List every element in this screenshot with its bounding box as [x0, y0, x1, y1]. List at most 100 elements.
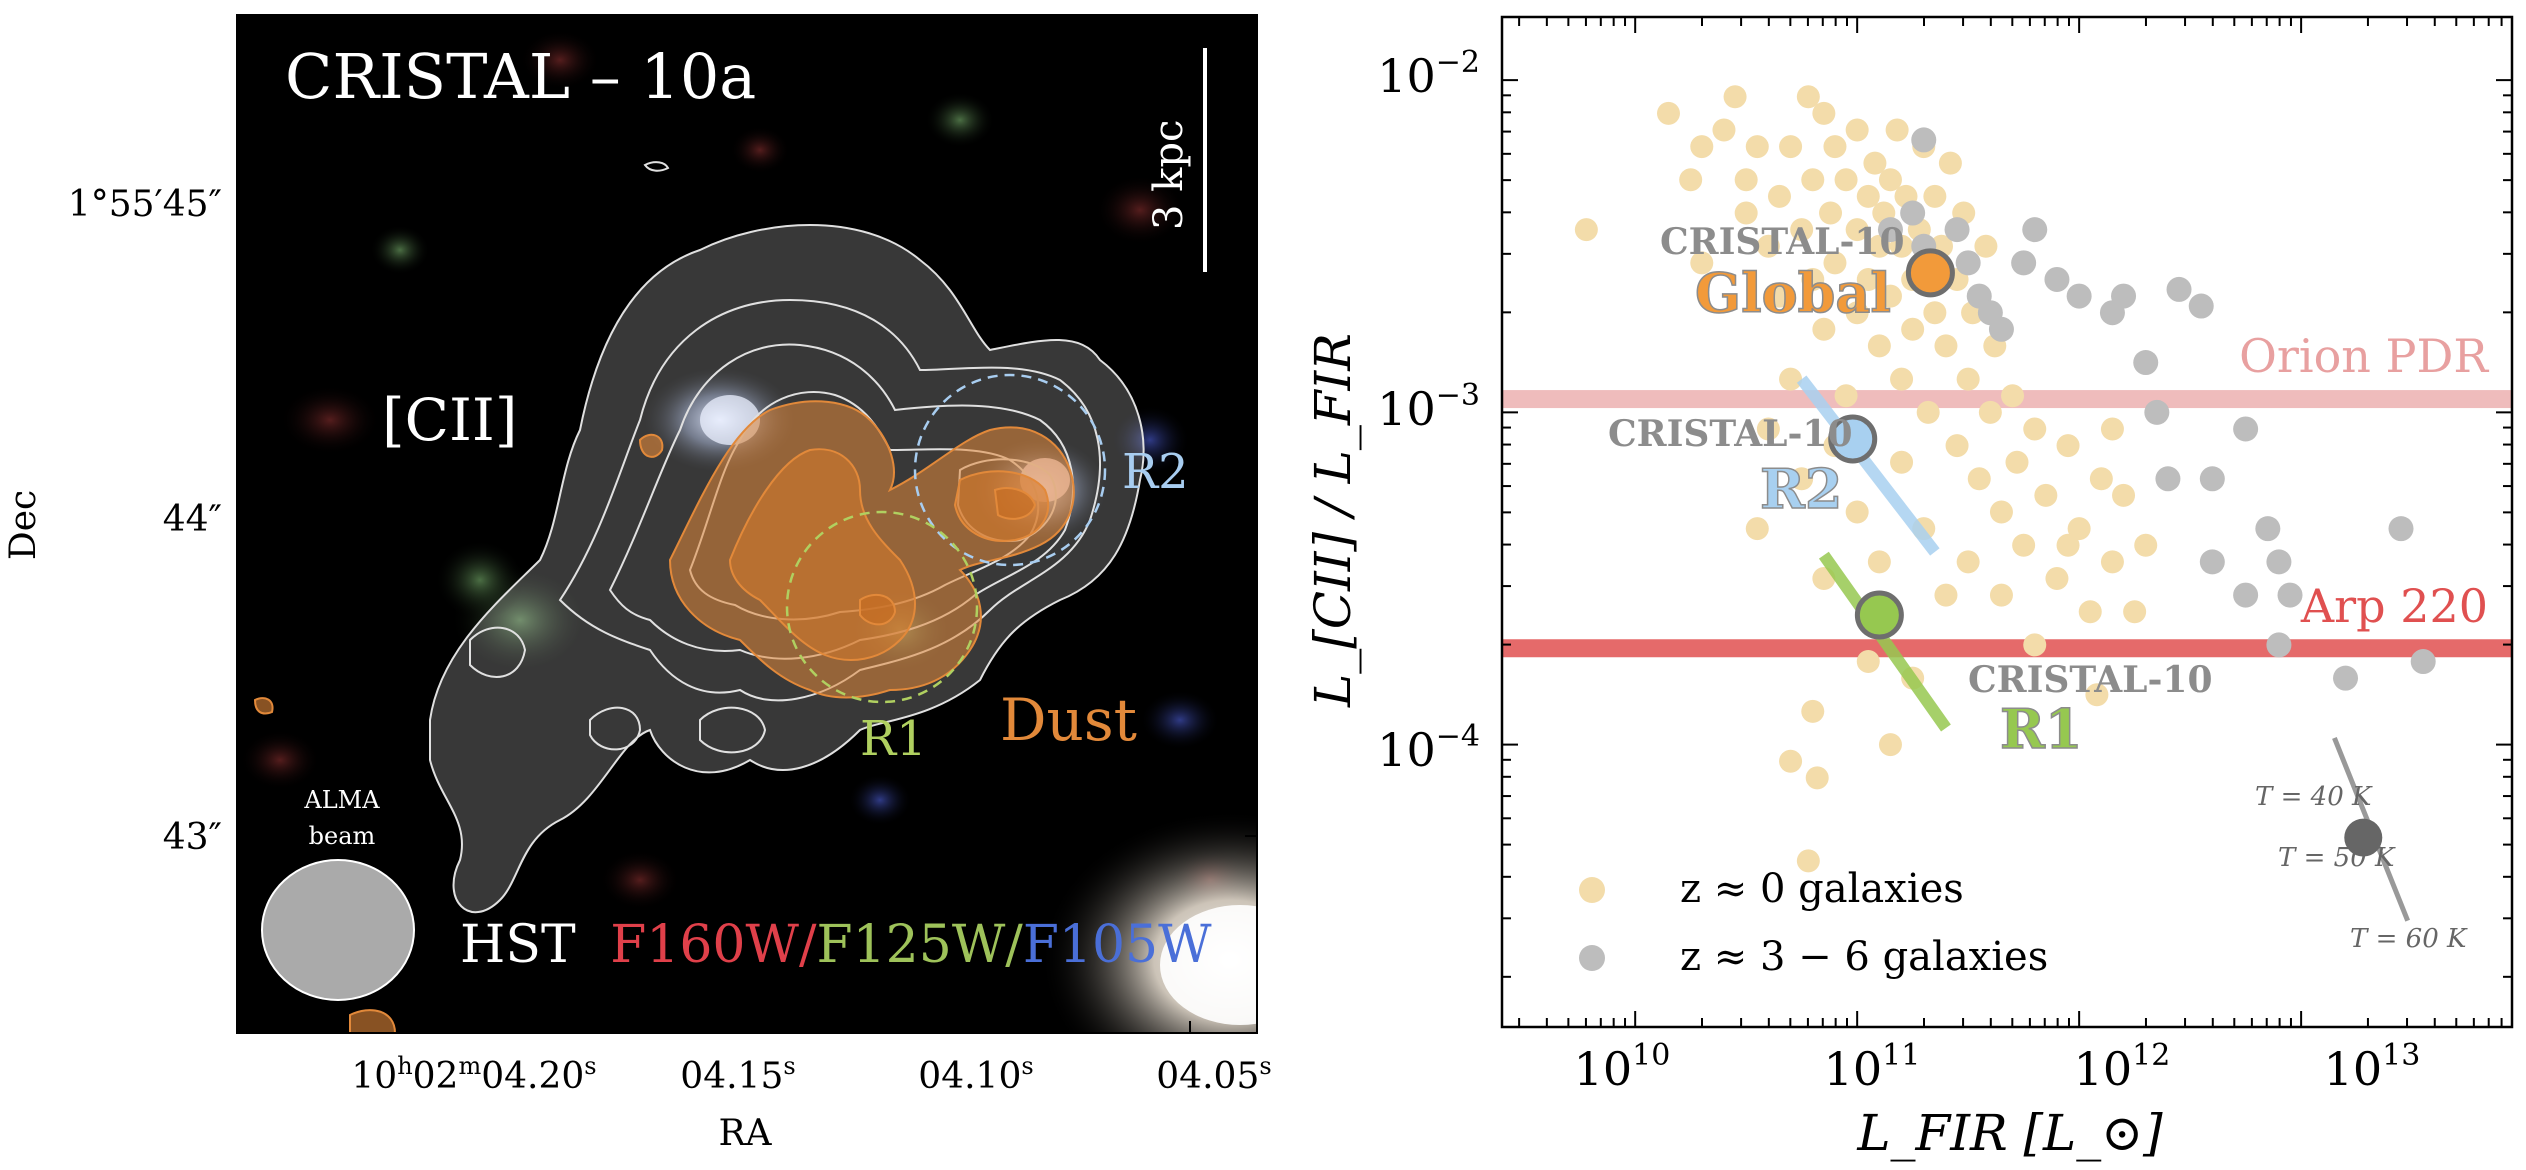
- z0-galaxy-point: [1712, 118, 1736, 142]
- z3-6-galaxy-point: [2166, 276, 2192, 302]
- z3-6-galaxy-point: [1955, 250, 1981, 276]
- z0-galaxy-point: [1734, 201, 1758, 225]
- z0-galaxy-point: [2001, 384, 2025, 408]
- z0-galaxy-point: [2034, 483, 2058, 507]
- z3-6-galaxy-point: [2410, 649, 2436, 675]
- z3-6-galaxy-point: [1911, 127, 1937, 153]
- temp-label-40: T = 40 K: [2255, 782, 2373, 812]
- z0-galaxy-point: [2056, 434, 2080, 458]
- z3-6-galaxy-point: [1977, 300, 2003, 326]
- x-axis-label: L_FIR [L_⊙]: [1856, 1104, 2163, 1162]
- aperture-r2: [913, 373, 1107, 567]
- z0-galaxy-point: [1901, 317, 1925, 341]
- dec-tick-1: 44″: [163, 499, 222, 540]
- z0-galaxy-point: [2023, 417, 2047, 441]
- z3-6-galaxy-point: [2255, 516, 2281, 542]
- z3-6-galaxy-point: [1877, 217, 1903, 243]
- z3-6-galaxy-point: [2277, 582, 2303, 608]
- series-z0-points: [1574, 85, 2158, 873]
- z0-galaxy-point: [2067, 517, 2091, 541]
- y-tick-label-2: 10−4: [1377, 719, 1480, 777]
- cristal-global-name: CRISTAL-10: [1660, 221, 1905, 263]
- z0-galaxy-point: [1989, 583, 2013, 607]
- cristal-global-point: [1905, 248, 1955, 298]
- z0-galaxy-point: [1767, 184, 1791, 208]
- r2-label: R2: [1122, 444, 1189, 500]
- z0-galaxy-point: [1756, 234, 1780, 258]
- z0-galaxy-point: [1834, 168, 1858, 192]
- z0-galaxy-point: [1878, 168, 1902, 192]
- z3-6-galaxy-point: [2044, 266, 2070, 292]
- scatter-panel: Orion PDR Arp 220 CRISTAL-10 Global CRIS…: [1304, 15, 2514, 1162]
- legend-label-z0: z ≈ 0 galaxies: [1680, 866, 1964, 912]
- z0-galaxy-point: [1923, 184, 1947, 208]
- z3-6-galaxy-point: [2188, 293, 2214, 319]
- z0-galaxy-point: [1734, 168, 1758, 192]
- z0-galaxy-point: [2100, 550, 2124, 574]
- z0-galaxy-point: [1812, 317, 1836, 341]
- z0-galaxy-point: [1856, 267, 1880, 291]
- hst-prefix: HST: [460, 915, 576, 975]
- z0-galaxy-point: [2123, 600, 2147, 624]
- dust-label: Dust: [1000, 686, 1137, 754]
- hst-image: [240, 30, 1257, 1033]
- z0-galaxy-point: [1805, 766, 1829, 790]
- z3-6-galaxy-point: [2066, 283, 2092, 309]
- z0-galaxy-point: [1890, 367, 1914, 391]
- x-tick-label-1: 1011: [1824, 1038, 1921, 1096]
- ra-tick-1: 04.15s: [680, 1052, 795, 1097]
- z0-galaxy-point: [2085, 683, 2109, 707]
- z3-6-galaxy-point: [2199, 549, 2225, 575]
- z0-galaxy-point: [1723, 85, 1747, 109]
- z0-galaxy-point: [1878, 284, 1902, 308]
- legend-marker-z0: [1579, 877, 1605, 903]
- z0-galaxy-point: [1812, 101, 1836, 125]
- z0-galaxy-point: [1796, 849, 1820, 873]
- cristal-r2-label: R2: [1760, 457, 1842, 521]
- z3-6-galaxy-point: [2155, 466, 2181, 492]
- x-tick-label-3: 1013: [2324, 1038, 2421, 1096]
- filter-sep-1: /: [799, 915, 817, 975]
- series-z3-6-points: [1877, 127, 2436, 691]
- z0-galaxy-point: [1690, 135, 1714, 159]
- arp220-label: Arp 220: [2300, 579, 2488, 633]
- ra-axis-label: RA: [718, 1113, 772, 1154]
- dec-tick-labels: 1°55′45″ 44″ 43″: [68, 184, 222, 858]
- cristal-r1-error-line: [1818, 551, 1951, 732]
- cristal-global-label: Global: [1695, 261, 1891, 325]
- temp-label-60: T = 60 K: [2350, 924, 2468, 954]
- cristal-r1-name: CRISTAL-10: [1968, 659, 2213, 701]
- cristal-labels: CRISTAL-10 Global CRISTAL-10 R2 CRISTAL-…: [1608, 221, 2213, 762]
- z0-galaxy-point: [2089, 467, 2113, 491]
- ra-tick-labels: 10h02m04.20s 04.15s 04.10s 04.05s: [351, 1052, 1271, 1097]
- z0-galaxy-point: [2100, 417, 2124, 441]
- z0-galaxy-point: [2005, 450, 2029, 474]
- z0-galaxy-point: [1885, 118, 1909, 142]
- z0-galaxy-point: [1934, 334, 1958, 358]
- y-tick-labels: 10−2 10−3 10−4: [1377, 45, 1480, 777]
- r1-label: R1: [860, 711, 927, 767]
- scatter-ticks: [1502, 17, 2512, 1027]
- z0-galaxy-point: [2056, 533, 2080, 557]
- z0-galaxy-point: [2134, 533, 2158, 557]
- z0-galaxy-point: [1574, 218, 1598, 242]
- z0-galaxy-point: [1790, 467, 1814, 491]
- z0-galaxy-point: [1845, 500, 1869, 524]
- z3-6-galaxy-point: [1900, 200, 1926, 226]
- z0-galaxy-point: [1779, 367, 1803, 391]
- z0-galaxy-point: [1978, 400, 2002, 424]
- z0-galaxy-point: [1938, 151, 1962, 175]
- cristal-r1-point: [1854, 590, 1904, 640]
- z0-galaxy-point: [2045, 566, 2069, 590]
- z0-galaxy-point: [1956, 367, 1980, 391]
- z0-galaxy-point: [1801, 168, 1825, 192]
- filter-f125w: F125W: [817, 915, 1006, 975]
- z3-6-galaxy-point: [1944, 217, 1970, 243]
- z3-6-galaxy-point: [2144, 399, 2170, 425]
- z0-galaxy-point: [2023, 633, 2047, 657]
- cii-label: [CII]: [382, 386, 517, 454]
- z0-galaxy-point: [1863, 151, 1887, 175]
- z3-6-galaxy-point: [2233, 582, 2259, 608]
- z0-galaxy-point: [1923, 301, 1947, 325]
- z0-galaxy-point: [1934, 583, 1958, 607]
